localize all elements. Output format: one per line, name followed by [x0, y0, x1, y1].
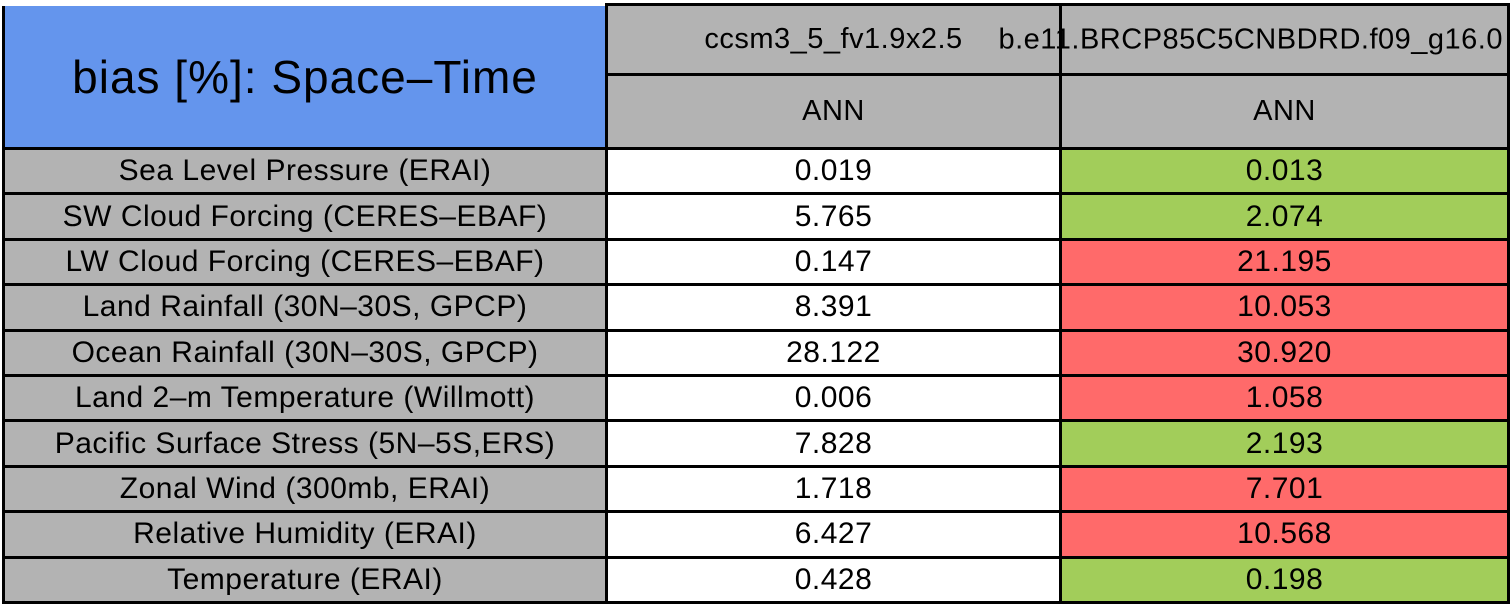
table-title: bias [%]: Space–Time	[72, 50, 538, 103]
value-case2: 2.074	[1062, 195, 1507, 238]
value-case1: 0.019	[608, 150, 1059, 193]
value-case1: 6.427	[608, 513, 1059, 556]
column-header-model-1: ccsm3_5_fv1.9x2.5	[608, 6, 1059, 73]
row-label: SW Cloud Forcing (CERES–EBAF)	[5, 195, 605, 238]
table-title-cell: bias [%]: Space–Time	[2, 3, 605, 147]
row-label: Temperature (ERAI)	[5, 558, 605, 601]
value-case1: 0.147	[608, 240, 1059, 284]
value-case2: 10.053	[1062, 286, 1507, 329]
season-header-2: ANN	[1062, 76, 1507, 147]
value-case1: 28.122	[608, 331, 1059, 374]
value-case1: 0.428	[608, 558, 1059, 601]
column-header-model-2: b.e11.BRCP85C5CNBDRD.f09_g16.0	[998, 6, 1507, 73]
value-case1: 8.391	[608, 286, 1059, 329]
value-case2: 2.193	[1062, 422, 1507, 465]
bias-metrics-table: bias [%]: Space–Time ccsm3_5_fv1.9x2.5 b…	[2, 3, 1510, 604]
value-case1: 1.718	[608, 467, 1059, 511]
row-label: Relative Humidity (ERAI)	[5, 513, 605, 556]
value-case1: 5.765	[608, 195, 1059, 238]
row-label: Ocean Rainfall (30N–30S, GPCP)	[5, 331, 605, 374]
value-case2: 0.013	[1062, 150, 1507, 193]
value-case2: 30.920	[1062, 331, 1507, 374]
value-case2: 10.568	[1062, 513, 1507, 556]
season-header-1: ANN	[608, 76, 1059, 147]
value-case2: 7.701	[1062, 467, 1507, 511]
value-case2: 0.198	[1062, 558, 1507, 601]
value-case1: 7.828	[608, 422, 1059, 465]
model-1-name: ccsm3_5_fv1.9x2.5	[704, 23, 963, 55]
row-label: LW Cloud Forcing (CERES–EBAF)	[5, 240, 605, 284]
value-case2: 21.195	[1062, 240, 1507, 284]
row-label: Zonal Wind (300mb, ERAI)	[5, 467, 605, 511]
row-label: Sea Level Pressure (ERAI)	[5, 150, 605, 193]
value-case1: 0.006	[608, 376, 1059, 420]
value-case2: 1.058	[1062, 376, 1507, 420]
model-2-name: b.e11.BRCP85C5CNBDRD.f09_g16.0	[998, 23, 1503, 55]
row-label: Land Rainfall (30N–30S, GPCP)	[5, 286, 605, 329]
row-label: Pacific Surface Stress (5N–5S,ERS)	[5, 422, 605, 465]
row-label: Land 2–m Temperature (Willmott)	[5, 376, 605, 420]
